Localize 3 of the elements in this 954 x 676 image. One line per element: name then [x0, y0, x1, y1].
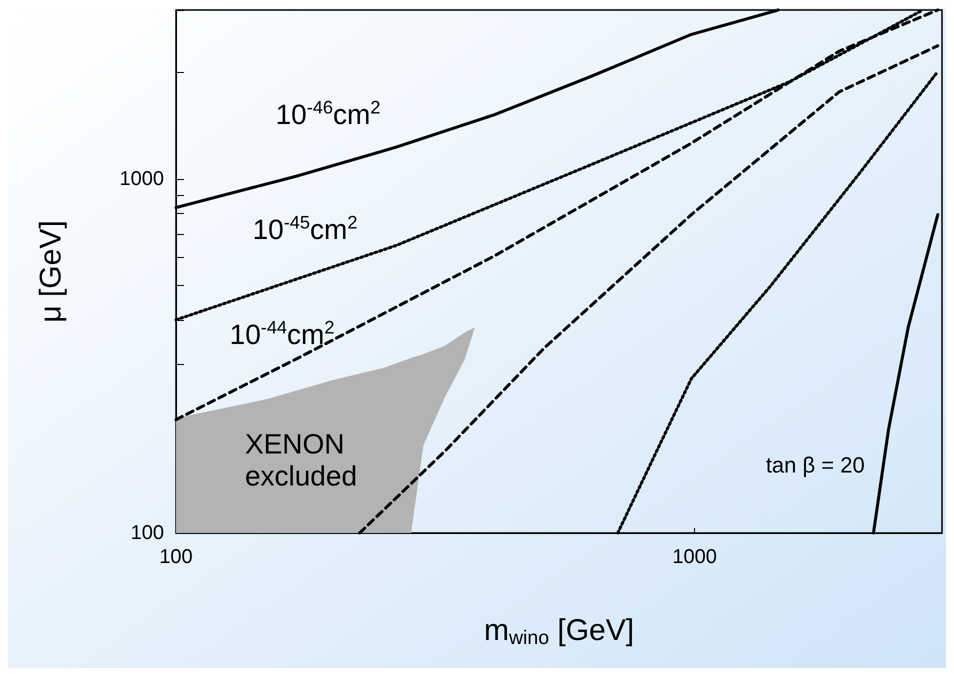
- annotation: tan β = 20: [766, 452, 865, 478]
- annotation: XENON excluded: [244, 428, 358, 492]
- y-axis-title: μ [GeV]: [34, 220, 68, 323]
